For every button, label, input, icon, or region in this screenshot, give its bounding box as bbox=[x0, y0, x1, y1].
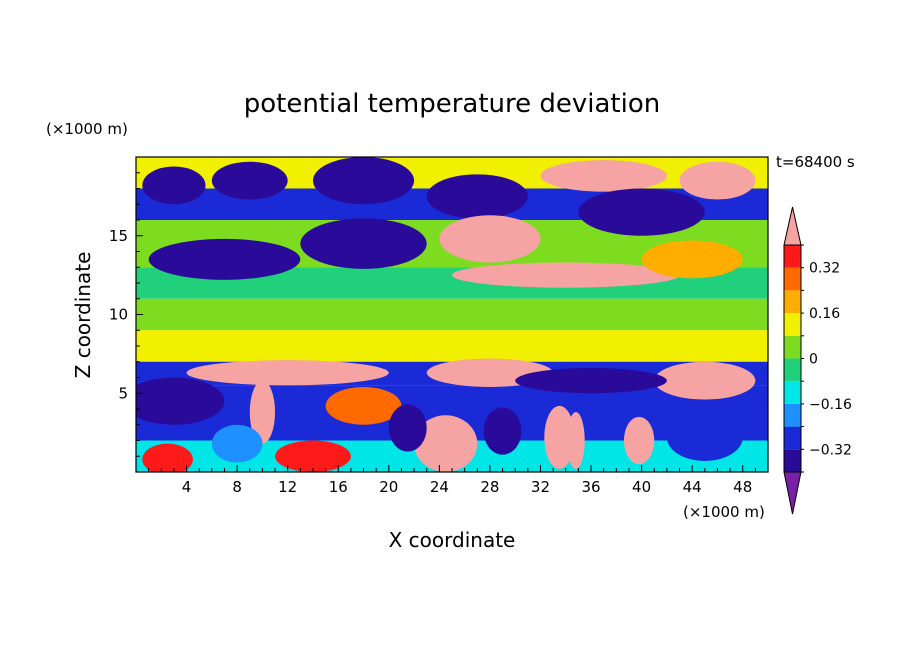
x-tick-label: 24 bbox=[430, 478, 449, 496]
x-tick-label: 28 bbox=[480, 478, 499, 496]
y-axis-ticks: 5 10 15 bbox=[109, 172, 143, 457]
field-feature-19 bbox=[414, 415, 478, 472]
field-feature-9 bbox=[578, 188, 705, 236]
x-tick-label: 8 bbox=[232, 478, 242, 496]
colorbar-tick-label: 0.16 bbox=[809, 306, 840, 322]
field-feature-28 bbox=[666, 413, 743, 461]
field-feature-22 bbox=[623, 416, 655, 465]
x-axis-label: X coordinate bbox=[389, 528, 516, 552]
field-feature-11 bbox=[641, 240, 743, 279]
y-unit-label: (×1000 m) bbox=[46, 120, 128, 138]
field-feature-10 bbox=[452, 262, 680, 288]
field-feature-21 bbox=[567, 412, 585, 469]
field-feature-1 bbox=[211, 161, 288, 200]
field-feature-12 bbox=[186, 360, 389, 386]
time-label: t=68400 s bbox=[776, 153, 855, 171]
field-feature-18 bbox=[325, 386, 402, 425]
field-feature-24 bbox=[483, 407, 522, 455]
colorbar-segment bbox=[784, 381, 801, 404]
field-band-5 bbox=[136, 330, 768, 362]
x-tick-label: 40 bbox=[632, 478, 651, 496]
colorbar-segment bbox=[784, 403, 801, 427]
field-feature-14 bbox=[654, 361, 756, 400]
colorbar-segment bbox=[784, 335, 801, 359]
x-tick-label: 16 bbox=[329, 478, 348, 496]
colorbar-segment bbox=[784, 426, 801, 450]
x-tick-label: 36 bbox=[581, 478, 600, 496]
x-tick-label: 48 bbox=[733, 478, 752, 496]
field-feature-4 bbox=[540, 160, 667, 192]
colorbar-tick-label: 0 bbox=[809, 352, 818, 368]
field-feature-16 bbox=[136, 377, 225, 425]
field-feature-27 bbox=[211, 424, 263, 463]
x-tick-label: 32 bbox=[531, 478, 550, 496]
colorbar-bottom-arrow bbox=[783, 471, 802, 515]
colorbar-tick-label: 0.32 bbox=[809, 261, 840, 277]
y-tick-label: 10 bbox=[109, 306, 128, 324]
field-feature-26 bbox=[275, 440, 351, 472]
colorbar-segment bbox=[784, 290, 801, 314]
colorbar-tick-label: −0.16 bbox=[809, 397, 852, 413]
colorbar-segment bbox=[784, 267, 801, 291]
colorbar-segment bbox=[784, 245, 801, 268]
x-axis-ticks: 4 8 12 16 20 24 28 32 36 40 44 48 bbox=[148, 465, 756, 496]
field-feature-3 bbox=[426, 174, 528, 219]
chart-title: potential temperature deviation bbox=[244, 89, 660, 119]
field-feature-0 bbox=[142, 166, 206, 205]
field-band-4 bbox=[136, 298, 768, 331]
x-unit-label: (×1000 m) bbox=[683, 503, 765, 521]
y-tick-label: 5 bbox=[118, 384, 128, 402]
colorbar-segment bbox=[784, 449, 801, 472]
field-layers bbox=[136, 157, 768, 472]
colorbar-top-arrow bbox=[783, 206, 802, 246]
x-tick-label: 44 bbox=[683, 478, 702, 496]
y-axis-label: Z coordinate bbox=[71, 252, 95, 379]
y-tick-label: 15 bbox=[109, 227, 128, 245]
x-tick-label: 12 bbox=[278, 478, 297, 496]
field-feature-8 bbox=[439, 215, 541, 263]
plot-area bbox=[135, 156, 769, 473]
field-feature-5 bbox=[679, 161, 756, 200]
field-feature-6 bbox=[148, 238, 301, 280]
field-feature-20 bbox=[544, 405, 575, 469]
colorbar-tick-label: −0.32 bbox=[809, 442, 852, 458]
field-feature-2 bbox=[312, 157, 415, 205]
field-feature-25 bbox=[142, 443, 193, 472]
x-tick-label: 20 bbox=[379, 478, 398, 496]
x-tick-label: 4 bbox=[182, 478, 192, 496]
field-feature-15 bbox=[515, 368, 667, 394]
field-feature-23 bbox=[388, 404, 427, 452]
colorbar-segment bbox=[784, 358, 801, 382]
field-feature-17 bbox=[249, 380, 276, 444]
colorbar: 0.32 0.16 0 −0.16 −0.32 bbox=[783, 206, 852, 515]
field-feature-7 bbox=[300, 218, 427, 269]
colorbar-segment bbox=[784, 313, 801, 336]
